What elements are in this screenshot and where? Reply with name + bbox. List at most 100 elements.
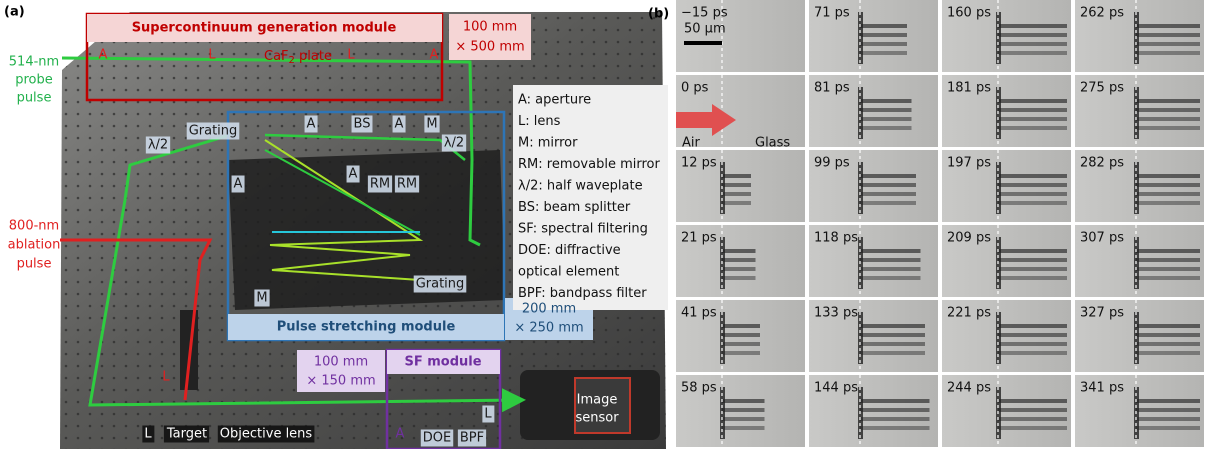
text: plate [295,49,332,64]
streak [722,333,760,337]
streak [722,351,760,355]
streak [998,201,1067,205]
frame: 221 ps [942,300,1071,372]
streak [860,276,921,280]
panel-label: (a) [4,5,25,20]
frame: 41 ps [676,300,805,372]
streak [998,51,1067,55]
streak [998,399,1067,403]
module-size: × 150 mm [306,374,375,389]
component-label: M [426,117,437,132]
streak [860,183,916,187]
frame: 282 ps [1075,150,1204,222]
text: CaF [264,49,289,64]
streak [998,174,1067,178]
legend-entry: BPF: bandpass filter [518,286,647,301]
streak [1136,267,1200,271]
streak [998,276,1067,280]
component-label: BPF [460,431,484,446]
legend-entry: SF: spectral filtering [518,222,648,237]
streak [722,258,756,262]
legend-entry: BS: beam splitter [518,200,631,215]
streak [998,324,1067,328]
streak [722,324,760,328]
streak [1136,126,1200,130]
component-label: A [307,117,316,132]
frame-time: 12 ps [681,156,717,171]
streak [722,201,751,205]
frame-time: 144 ps [814,381,858,396]
streak [998,117,1067,121]
streak [1136,408,1200,412]
frame: 12 ps [676,150,805,222]
streak [1136,42,1200,46]
frame-time: 118 ps [814,231,858,246]
streak [998,42,1067,46]
frame-time: 275 ps [1080,81,1124,96]
legend-entry: M: mirror [518,136,578,151]
streak [998,108,1067,112]
medium-label: Air [682,136,701,151]
component-label: A [395,117,404,132]
streak [1136,417,1200,421]
module-title: SF module [404,355,481,370]
frame: 209 ps [942,225,1071,297]
frame-time: −15 ps [681,6,728,21]
component-label: Grating [189,124,238,139]
streak [1136,174,1200,178]
beam-label: 514-nm [9,55,59,70]
component-label: L [162,370,170,385]
streak [1136,108,1200,112]
frame-time: 21 ps [681,231,717,246]
component-label: L [144,427,152,442]
streak [860,99,912,103]
component-label: L [484,407,492,422]
frame: 99 ps [809,150,938,222]
scale-label: 50 μm [684,22,726,37]
frame-time: 262 ps [1080,6,1124,21]
frame: 144 ps [809,375,938,447]
streak [1136,324,1200,328]
frame: 118 ps [809,225,938,297]
streak [722,276,756,280]
streak [998,33,1067,37]
streak [860,201,916,205]
figure: (a) Supercontinuum generation module 100… [0,0,1206,449]
frame-time: 81 ps [814,81,850,96]
streak [1136,258,1200,262]
frame-time: 307 ps [1080,231,1124,246]
streak [860,51,907,55]
beam-label: 800-nm [9,219,59,234]
streak [998,351,1067,355]
frame-time: 327 ps [1080,306,1124,321]
streak [860,342,925,346]
component-label: Grating [416,277,465,292]
component-label: RM [370,177,390,192]
frame: 262 ps [1075,0,1204,72]
streak [1136,201,1200,205]
streak [722,342,760,346]
streak [998,24,1067,28]
component-label: Objective lens [220,427,313,442]
streak [1136,99,1200,103]
legend-entry: optical element [518,265,619,280]
component-label: M [256,291,267,306]
beam-label: probe [15,73,53,88]
streak [860,324,925,328]
component-label: Target [166,427,207,442]
frame-time: 341 ps [1080,381,1124,396]
streak [860,408,930,412]
frame: 133 ps [809,300,938,372]
module-size: 200 mm [522,302,576,317]
frame: 21 ps [676,225,805,297]
frame-time: 58 ps [681,381,717,396]
streak [1136,399,1200,403]
streak [998,408,1067,412]
streak [860,126,912,130]
streak [998,192,1067,196]
streak [1136,24,1200,28]
frame-time: 209 ps [947,231,991,246]
component-label: A [396,427,405,442]
streak [860,33,907,37]
panel-label: (b) [648,7,669,22]
